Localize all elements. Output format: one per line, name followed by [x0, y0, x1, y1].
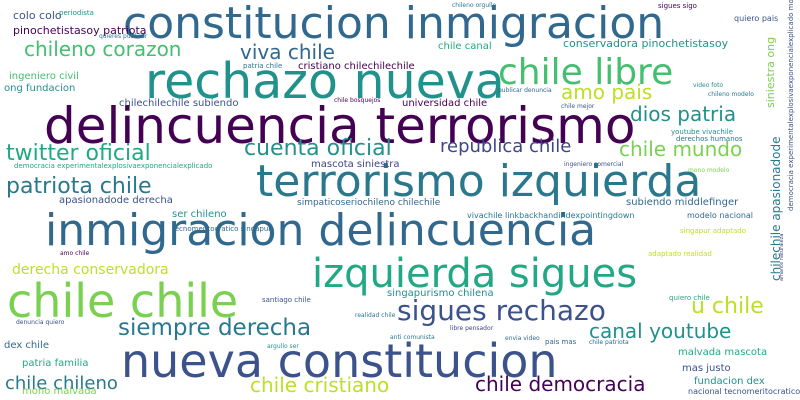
cloud-word: amo pais: [561, 80, 653, 104]
cloud-word: derechos humanos: [676, 135, 743, 143]
cloud-word: chileno orgullo: [452, 2, 497, 9]
cloud-word: argullo ser: [267, 343, 299, 350]
cloud-word: mono malvada: [22, 386, 97, 397]
cloud-word: mas justo: [682, 363, 731, 374]
cloud-word: cuenta oficial: [244, 136, 392, 161]
cloud-word: libre pensador: [450, 325, 494, 332]
cloud-word: chile libre: [498, 52, 674, 93]
cloud-word: video foto: [693, 82, 724, 89]
cloud-word: viva chile: [240, 40, 335, 64]
cloud-word: vivachile linkbackhandindexpointingdown: [467, 211, 635, 220]
cloud-word: siempre derecha: [118, 315, 312, 341]
cloud-word: denuncia quiero: [16, 319, 65, 326]
cloud-word: quieres publicar: [99, 33, 148, 40]
cloud-word: patria chile: [243, 62, 283, 70]
cloud-word: chile cristiano: [250, 373, 390, 397]
cloud-word: canal youtube: [589, 319, 732, 343]
cloud-word: adaptado realidad: [648, 250, 712, 258]
cloud-word: universidad chile: [402, 98, 488, 109]
cloud-word: ingeniero civil: [9, 71, 79, 82]
cloud-word: apasionadode derecha: [59, 195, 173, 206]
cloud-word: republica chile: [440, 136, 572, 157]
cloud-word: pinochetistasoy patriota: [13, 24, 147, 37]
cloud-word: envia video: [505, 335, 540, 342]
cloud-word: simpaticoseriochileno chilechile: [297, 198, 441, 208]
cloud-word: pais mas: [545, 338, 577, 346]
cloud-word: u chile: [691, 294, 764, 319]
cloud-word: nacional tecnomeritocratico: [688, 387, 800, 396]
cloud-word: amante naturaleza: [779, 233, 785, 281]
cloud-word: fundacion dex: [694, 376, 765, 387]
cloud-word: delincuencia terrorismo: [44, 97, 636, 155]
cloud-word: dios patria: [630, 102, 737, 126]
cloud-word: mono modelo: [688, 167, 730, 174]
cloud-word: chilechilechile subiendo: [119, 98, 239, 109]
cloud-word: siniestra ong: [764, 36, 777, 108]
cloud-word: amo chile: [60, 250, 90, 257]
cloud-word: inmigracion delincuencia: [45, 205, 597, 256]
cloud-word: nueva constitucion: [121, 334, 558, 388]
cloud-word: publicar denuncia: [498, 87, 552, 94]
cloud-word: chile mundo: [619, 137, 743, 161]
cloud-word: terrorismo izquierda: [256, 156, 702, 207]
cloud-word: santiago chile: [262, 296, 311, 304]
cloud-word: anti comunista: [390, 334, 435, 341]
cloud-word: patria familia: [22, 358, 89, 369]
cloud-word: chile canal: [438, 41, 492, 52]
cloud-word: realidad chile: [355, 312, 396, 319]
cloud-word: subiendo middlefinger: [626, 197, 739, 208]
cloud-word: constitucion inmigracion: [123, 0, 665, 49]
cloud-word: chileno corazon: [24, 37, 182, 61]
cloud-word: chile patriota: [589, 339, 629, 346]
cloud-word: democracia experimentalexplosivaexponenc…: [14, 162, 213, 170]
cloud-word: singapurismo chilena: [387, 288, 494, 299]
cloud-word: chile chileno: [5, 373, 118, 394]
cloud-word: ingeniero comercial: [564, 161, 624, 168]
cloud-word: patriota chile: [6, 174, 152, 199]
cloud-word: sigues sigo: [658, 2, 697, 10]
cloud-word: malvada mascota: [678, 347, 768, 358]
cloud-word: derecha conservadora: [12, 262, 169, 278]
cloud-word: rechazo nueva: [145, 53, 505, 110]
cloud-word: ong fundacion: [4, 83, 76, 94]
cloud-word: cristiano chilechilechile: [298, 61, 415, 72]
cloud-word: tecnomeritocratico singapur: [172, 225, 272, 233]
cloud-word: ser chileno: [172, 209, 227, 220]
cloud-word: colo colo: [13, 9, 62, 22]
cloud-word: sigues rechazo: [397, 294, 606, 327]
cloud-word: modelo nacional: [687, 211, 754, 220]
cloud-word: chile bosquejos: [334, 97, 381, 104]
cloud-word: singapur adaptado: [680, 227, 746, 235]
cloud-word: quiero chile: [669, 294, 710, 302]
cloud-word: democracia experimentalexplosivaexponenc…: [787, 0, 795, 211]
cloud-word: periodista: [59, 9, 94, 17]
cloud-word: quiero pais: [734, 14, 779, 23]
cloud-word: chile mejor: [561, 103, 595, 110]
cloud-word: chileno modelo: [708, 91, 754, 98]
cloud-word: mascota siniestra: [311, 159, 400, 170]
cloud-word: youtube vivachile: [671, 128, 734, 136]
cloud-word: chile chile: [7, 274, 239, 328]
cloud-word: twitter oficial: [6, 141, 151, 166]
cloud-word: izquierda sigues: [312, 251, 638, 297]
cloud-word: conservadora pinochetistasoy: [563, 37, 729, 50]
cloud-word: dex chile: [4, 340, 49, 351]
cloud-word: chile democracia: [475, 372, 646, 396]
